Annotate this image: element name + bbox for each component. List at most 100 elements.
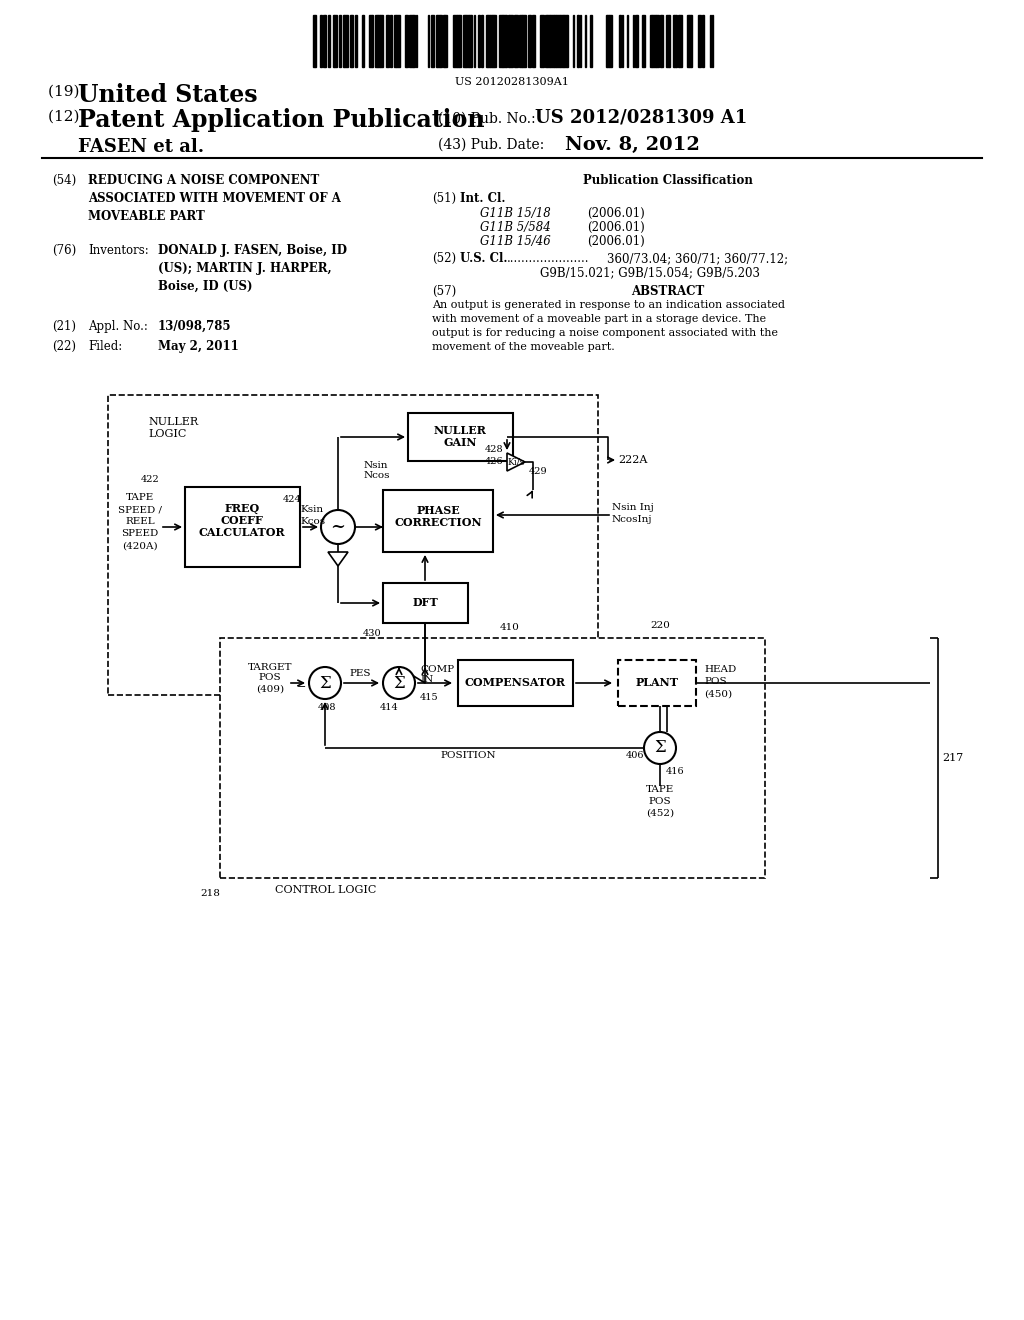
Text: (51): (51): [432, 191, 456, 205]
Bar: [457, 15, 459, 67]
Text: 220: 220: [650, 622, 670, 631]
Text: (450): (450): [705, 689, 732, 698]
Text: (2006.01): (2006.01): [587, 207, 645, 220]
Bar: [409, 15, 413, 67]
Text: 428: 428: [484, 446, 503, 454]
Text: Σ: Σ: [393, 675, 404, 692]
Text: G11B 15/18: G11B 15/18: [480, 207, 551, 220]
Text: HEAD: HEAD: [705, 665, 736, 675]
Bar: [453, 15, 457, 67]
Text: COMP: COMP: [420, 664, 454, 673]
Text: PLANT: PLANT: [636, 677, 679, 689]
Text: May 2, 2011: May 2, 2011: [158, 341, 239, 352]
Text: 360/73.04; 360/71; 360/77.12;: 360/73.04; 360/71; 360/77.12;: [607, 252, 788, 265]
Text: Σ: Σ: [654, 739, 666, 756]
Text: POSITION: POSITION: [440, 751, 496, 760]
Bar: [328, 15, 330, 67]
Bar: [556, 15, 560, 67]
Text: 410: 410: [500, 623, 520, 632]
Bar: [662, 15, 663, 67]
Text: (12): (12): [48, 110, 84, 124]
Text: CORRECTION: CORRECTION: [394, 517, 482, 528]
Text: POS: POS: [705, 677, 727, 686]
Text: Σ: Σ: [319, 675, 331, 692]
Bar: [642, 15, 645, 67]
Text: An output is generated in response to an indication associated
with movement of : An output is generated in response to an…: [432, 300, 785, 352]
Bar: [545, 15, 547, 67]
Text: FREQ: FREQ: [224, 503, 260, 515]
Text: −: −: [297, 682, 306, 692]
Bar: [108, 395, 598, 696]
Text: (19): (19): [48, 84, 84, 99]
Text: Appl. No.:: Appl. No.:: [88, 319, 147, 333]
Bar: [516, 15, 518, 67]
Text: (10) Pub. No.:: (10) Pub. No.:: [438, 112, 536, 125]
Bar: [458, 660, 573, 706]
Bar: [490, 15, 492, 67]
Bar: [519, 15, 522, 67]
Bar: [396, 15, 400, 67]
Text: (76): (76): [52, 244, 76, 257]
Text: Ksin: Ksin: [300, 506, 324, 515]
Text: POS: POS: [259, 673, 282, 682]
Text: 426: 426: [484, 457, 503, 466]
Bar: [656, 15, 659, 67]
Bar: [466, 15, 469, 67]
Text: 218: 218: [200, 888, 220, 898]
Text: IN: IN: [420, 676, 433, 685]
Text: (21): (21): [52, 319, 76, 333]
Text: 422: 422: [140, 475, 160, 484]
Text: ABSTRACT: ABSTRACT: [632, 285, 705, 298]
Text: 424: 424: [283, 495, 302, 504]
Bar: [380, 15, 383, 67]
Bar: [383, 490, 493, 552]
Bar: [499, 15, 502, 67]
Text: 406: 406: [626, 751, 644, 760]
Text: Ncos: Ncos: [364, 471, 390, 480]
Text: GAIN: GAIN: [443, 437, 477, 447]
Text: US 2012/0281309 A1: US 2012/0281309 A1: [535, 110, 748, 127]
Bar: [459, 15, 461, 67]
Text: (22): (22): [52, 341, 76, 352]
Bar: [674, 15, 676, 67]
Bar: [220, 638, 765, 878]
Text: 222A: 222A: [618, 455, 647, 465]
Text: TARGET: TARGET: [248, 663, 292, 672]
Text: CALCULATOR: CALCULATOR: [199, 528, 286, 539]
Bar: [185, 487, 300, 568]
Bar: [532, 15, 535, 67]
Bar: [445, 15, 447, 67]
Text: G9B/15.021; G9B/15.054; G9B/5.203: G9B/15.021; G9B/15.054; G9B/5.203: [540, 267, 760, 279]
Text: (54): (54): [52, 174, 76, 187]
Bar: [550, 15, 554, 67]
Bar: [509, 15, 513, 67]
Text: Nsin Inj: Nsin Inj: [612, 503, 653, 512]
Bar: [522, 15, 526, 67]
Text: Inventors:: Inventors:: [88, 244, 148, 257]
Text: CONTROL LOGIC: CONTROL LOGIC: [275, 884, 377, 895]
Text: 13/098,785: 13/098,785: [158, 319, 231, 333]
Bar: [554, 15, 556, 67]
Text: Nov. 8, 2012: Nov. 8, 2012: [565, 136, 699, 154]
Text: 416: 416: [666, 767, 685, 776]
Polygon shape: [507, 453, 525, 471]
Text: (409): (409): [256, 685, 284, 693]
Text: U.S. Cl.: U.S. Cl.: [460, 252, 508, 265]
Bar: [488, 15, 490, 67]
Bar: [383, 583, 468, 623]
Bar: [355, 15, 357, 67]
Text: (57): (57): [432, 285, 457, 298]
Bar: [437, 15, 440, 67]
Text: 429: 429: [529, 467, 548, 477]
Text: COMPENSATOR: COMPENSATOR: [465, 677, 565, 689]
Text: Nsin: Nsin: [364, 461, 388, 470]
Bar: [390, 15, 392, 67]
Text: Ki/s: Ki/s: [507, 458, 524, 466]
Bar: [540, 15, 544, 67]
Bar: [650, 15, 652, 67]
Bar: [386, 15, 389, 67]
Bar: [635, 15, 637, 67]
Bar: [375, 15, 377, 67]
Text: FASEN et al.: FASEN et al.: [78, 139, 204, 156]
Bar: [607, 15, 609, 67]
